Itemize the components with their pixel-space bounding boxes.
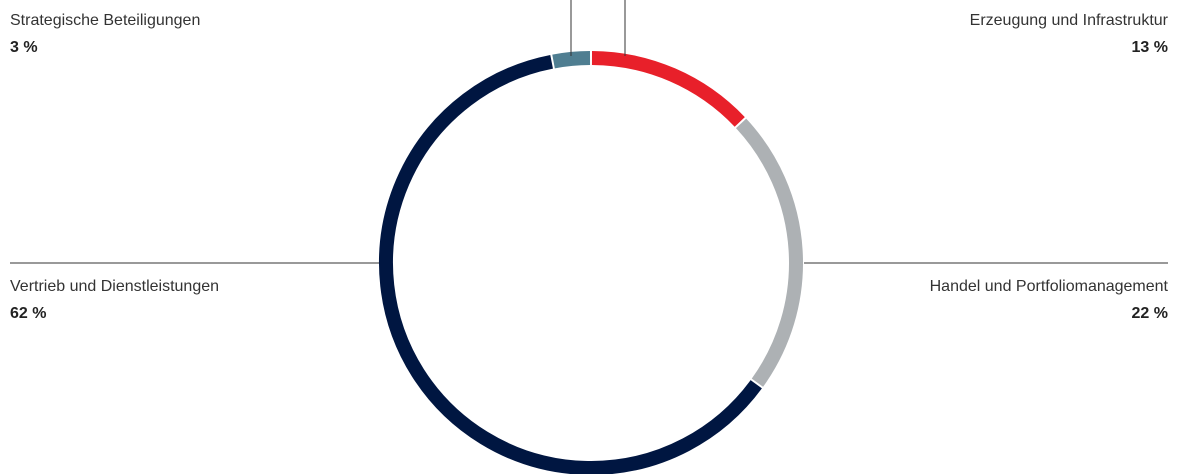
slice-generation: [591, 51, 745, 127]
slice-value-trading: 22 %: [1132, 305, 1168, 322]
donut-slices: [379, 51, 803, 474]
slice-label-sales: Vertrieb und Dienstleistungen: [10, 278, 219, 295]
slice-value-sales: 62 %: [10, 305, 46, 322]
slice-strategic: [552, 51, 591, 69]
slice-label-strategic: Strategische Beteiligungen: [10, 12, 200, 29]
slice-value-strategic: 3 %: [10, 39, 38, 56]
slice-sales: [379, 54, 762, 474]
slice-label-generation: Erzeugung und Infrastruktur: [970, 12, 1169, 29]
slice-trading: [735, 118, 803, 387]
slice-label-trading: Handel und Portfoliomanagement: [930, 278, 1169, 295]
slice-value-generation: 13 %: [1132, 39, 1168, 56]
